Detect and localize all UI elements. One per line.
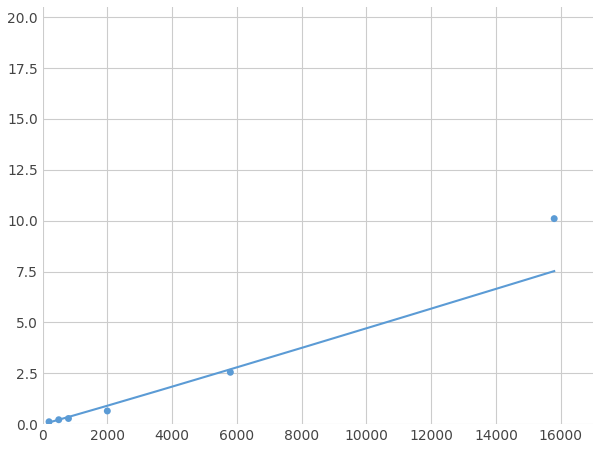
Point bbox=[226, 369, 235, 376]
Point bbox=[44, 418, 54, 425]
Point bbox=[54, 416, 64, 423]
Point bbox=[550, 215, 559, 222]
Point bbox=[64, 415, 73, 422]
Point bbox=[103, 407, 112, 414]
